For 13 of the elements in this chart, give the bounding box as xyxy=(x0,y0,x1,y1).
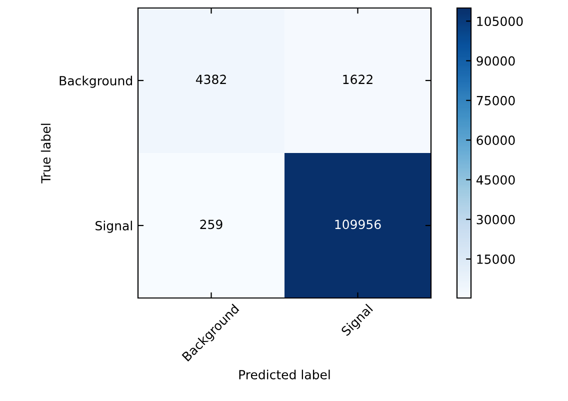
color-bar-label: 30000 xyxy=(476,214,515,224)
data-label: 1622 xyxy=(343,74,372,84)
data-label: 259 xyxy=(200,220,222,230)
color-bar-label: 45000 xyxy=(476,175,515,185)
data-label: 109956 xyxy=(335,220,381,230)
color-bar-label: 75000 xyxy=(476,96,515,106)
data-label: 4382 xyxy=(196,74,226,84)
color-bar-label: 90000 xyxy=(476,56,515,66)
x-axis-title: Predicted label xyxy=(239,370,330,380)
color-bar-label: 60000 xyxy=(476,136,515,145)
color-bar-label: 105000 xyxy=(477,16,523,26)
y-axis-title: True label xyxy=(40,124,51,184)
color-bar-label: 15000 xyxy=(477,254,515,264)
